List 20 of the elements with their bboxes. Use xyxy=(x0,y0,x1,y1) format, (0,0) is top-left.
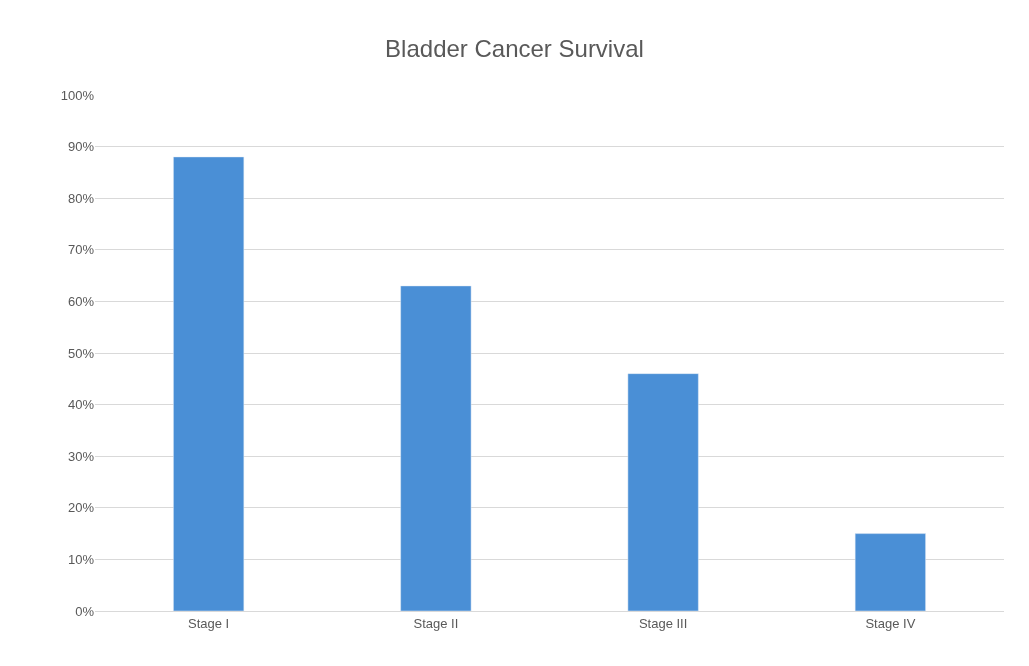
y-tick-label: 10% xyxy=(67,551,95,567)
y-tick-label: 0% xyxy=(75,603,95,619)
y-tick-label: 40% xyxy=(67,397,95,413)
y-tick-label: 100% xyxy=(60,87,95,103)
x-tick-label: Stage II xyxy=(413,615,459,631)
chart-title: Bladder Cancer Survival xyxy=(385,34,644,62)
y-tick-label: 90% xyxy=(67,139,95,155)
bar xyxy=(627,373,699,611)
y-tick-label: 50% xyxy=(67,345,95,361)
bar xyxy=(173,156,245,611)
bar xyxy=(854,533,926,611)
y-tick-label: 60% xyxy=(67,293,95,309)
x-tick-label: Stage IV xyxy=(865,615,916,631)
bar xyxy=(400,285,472,611)
x-tick-label: Stage I xyxy=(188,615,230,631)
y-tick-label: 80% xyxy=(67,190,95,206)
y-tick-label: 30% xyxy=(67,448,95,464)
y-tick-label: 20% xyxy=(67,500,95,516)
x-tick-label: Stage III xyxy=(638,615,688,631)
y-tick-label: 70% xyxy=(67,242,95,258)
